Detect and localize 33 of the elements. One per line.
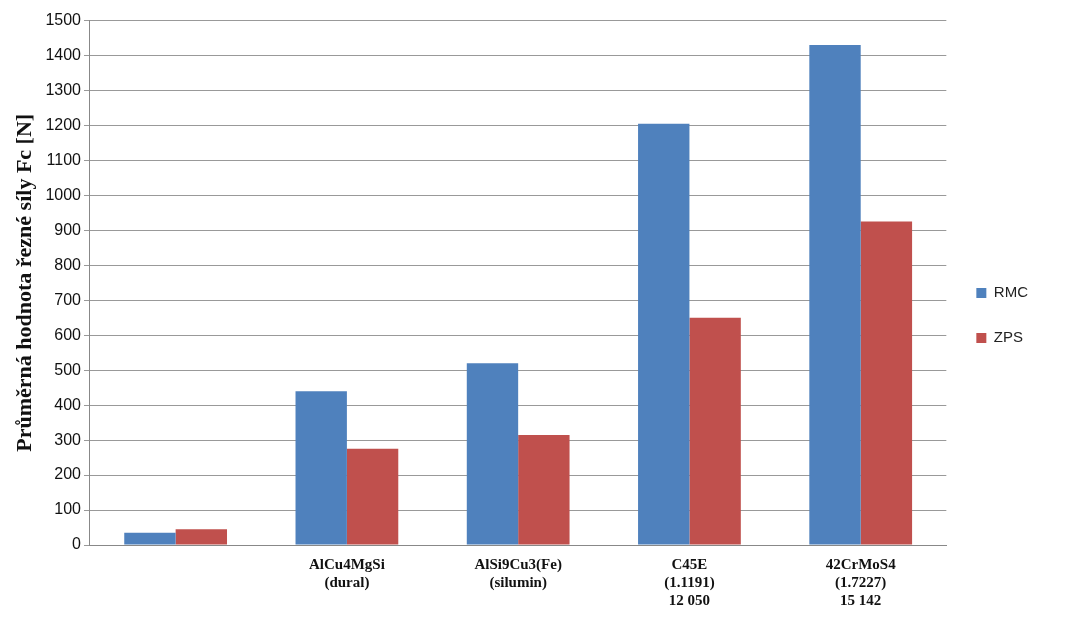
- y-tick-label: 1500: [45, 11, 82, 29]
- y-tick-label: 900: [54, 220, 82, 238]
- bar: [175, 529, 228, 545]
- y-tick-label: 1100: [46, 150, 82, 168]
- bar: [638, 123, 690, 545]
- y-tick-label: 200: [54, 465, 82, 483]
- y-tick-label: 0: [72, 535, 82, 553]
- legend-label: ZPS: [993, 328, 1024, 346]
- legend-label: RMC: [993, 283, 1029, 301]
- y-tick-label: 100: [54, 500, 82, 518]
- y-tick-label: 700: [54, 290, 82, 308]
- x-tick-label: AlSi9Cu3(Fe) (silumin): [474, 555, 562, 591]
- y-axis-title: Průměrná hodnota řezné síly Fc [N]: [10, 113, 36, 452]
- bar: [295, 391, 347, 545]
- bar: [518, 434, 570, 545]
- bar: [809, 45, 861, 545]
- bar: [124, 532, 176, 545]
- y-tick-label: 800: [54, 255, 82, 273]
- bar: [466, 363, 519, 545]
- y-tick-label: 400: [54, 395, 82, 413]
- bar: [860, 221, 913, 545]
- y-tick-label: 1300: [45, 80, 82, 98]
- y-tick-label: 500: [54, 360, 82, 378]
- x-tick-label: 42CrMoS4 (1.7227) 15 142: [825, 555, 897, 608]
- y-tick-label: 300: [54, 430, 82, 448]
- x-tick-label: C45E (1.1191) 12 050: [664, 555, 715, 608]
- y-tick-label: 1000: [45, 185, 82, 203]
- bar: [346, 448, 399, 545]
- y-tick-label: 1200: [45, 115, 82, 133]
- y-tick-label: 600: [54, 325, 82, 343]
- bar: [689, 317, 741, 545]
- y-tick-label: 1400: [45, 45, 82, 63]
- x-tick-label: AlCu4MgSi (dural): [308, 555, 385, 591]
